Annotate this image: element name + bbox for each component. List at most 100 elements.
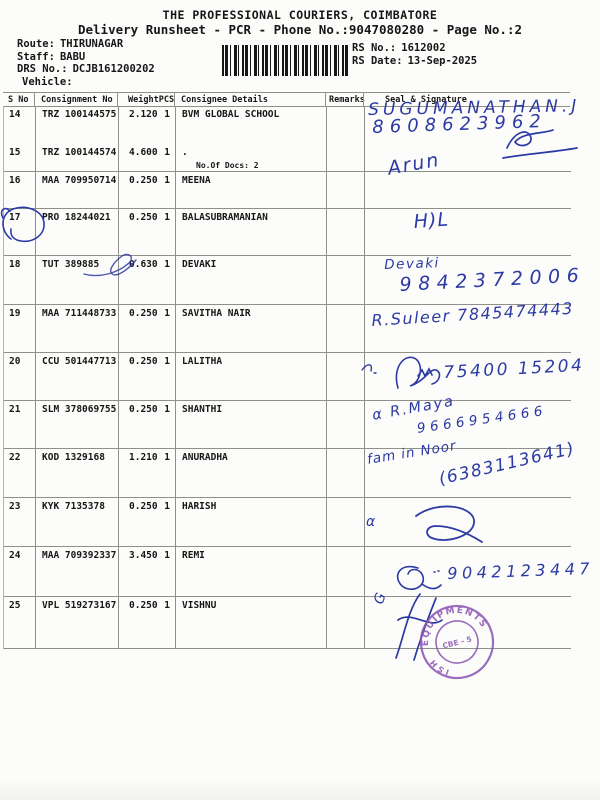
shipment-info-block: Route: THIRUNAGAR Staff: BABU DRS No.: DCJB… — [17, 38, 155, 88]
page-title: THE PROFESSIONAL COURIERS, COIMBATORE — [162, 8, 438, 22]
consignment-cell: KOD 1329168 — [35, 449, 118, 497]
consignment-cell: MAA 709950714 — [35, 172, 118, 208]
consignee-cell: BALASUBRAMANIAN — [175, 209, 326, 255]
remarks-cell — [326, 401, 364, 448]
sno-cell: 14 — [9, 109, 21, 120]
consignee-name: ANURADHA — [182, 452, 228, 463]
remarks-cell — [326, 209, 364, 255]
staff-line: Staff: BABU — [17, 51, 155, 64]
pcs-value: 1 — [164, 259, 170, 270]
header-seal-signature: Seal & Signature — [363, 93, 570, 106]
remarks-cell — [326, 353, 364, 400]
rs-date-value: 13-Sep-2025 — [407, 55, 478, 67]
weight-value: 0.250 — [129, 308, 158, 319]
consignee-cell: MEENA — [175, 172, 326, 208]
pcs-value: 1 — [164, 308, 170, 319]
signature-cell — [364, 401, 571, 448]
weight-value: 2.120 — [129, 109, 158, 120]
weight-value: 0.250 — [129, 501, 158, 512]
consignment-cell: SLM 378069755 — [35, 401, 118, 448]
consignee-cell: SHANTHI — [175, 401, 326, 448]
weight-pcs-cell: 4.600 1 — [118, 144, 175, 171]
sno-cell: 16 — [9, 175, 21, 186]
weight-pcs-cell: 3.450 1 — [118, 547, 175, 596]
pcs-value: 1 — [164, 501, 170, 512]
consignee-cell: DEVAKI — [175, 256, 326, 304]
pcs-value: 1 — [164, 452, 170, 463]
vehicle-label: Vehicle: — [22, 75, 73, 88]
header-pcs: PCS — [158, 95, 175, 105]
header-remarks: Remarks — [325, 93, 365, 106]
pcs-value: 1 — [164, 212, 170, 223]
page-bottom-shadow — [0, 778, 600, 800]
signature-cell — [364, 172, 571, 208]
table-row: 23 KYK 7135378 0.250 1 HARISH — [4, 498, 571, 547]
remarks-cell — [326, 256, 364, 304]
signature-cell — [364, 209, 571, 255]
rs-no-value: 1612002 — [401, 42, 446, 54]
weight-value: 0.250 — [129, 175, 158, 186]
remarks-cell — [326, 498, 364, 546]
consignment-cell: MAA 711448733 — [35, 305, 118, 352]
pcs-value: 1 — [164, 550, 170, 561]
consignee-name: BVM GLOBAL SCHOOL — [182, 109, 280, 120]
weight-pcs-cell: 0.250 1 — [118, 305, 175, 352]
consignment-cell: TRZ 100144575 — [35, 106, 118, 144]
drs-label: DRS No.: — [17, 63, 68, 75]
consignee-cell: LALITHA — [175, 353, 326, 400]
sno-cell: 15 — [9, 147, 21, 158]
remarks-cell — [326, 597, 364, 648]
table-header-row: S No Consignment No Weight PCS Consignee… — [3, 92, 570, 107]
consignee-name: HARISH — [182, 501, 217, 512]
weight-pcs-cell: 0.630 1 — [118, 256, 175, 304]
signature-cell — [364, 498, 571, 546]
sno-cell: 21 — [9, 404, 21, 415]
weight-value: 0.250 — [129, 600, 158, 611]
weight-value: 0.250 — [129, 356, 158, 367]
consignee-cell: SAVITHA NAIR — [175, 305, 326, 352]
signature-cell — [364, 547, 571, 596]
consignee-cell: . No.Of Docs: 2 — [175, 144, 326, 171]
consignment-cell: KYK 7135378 — [35, 498, 118, 546]
staff-value: BABU — [59, 50, 86, 63]
docs-note: No.Of Docs: 2 — [196, 161, 259, 170]
weight-pcs-cell: 0.250 1 — [118, 209, 175, 255]
route-line: Route: THIRUNAGAR — [17, 38, 155, 51]
header-weight-pcs: Weight PCS — [117, 93, 174, 106]
sno-cell: 23 — [9, 501, 21, 512]
remarks-cell — [326, 449, 364, 497]
drs-value: DCJB161200202 — [72, 63, 155, 75]
sno-cell: 19 — [9, 308, 21, 319]
header-consignee: Consignee Details — [174, 93, 325, 106]
signature-cell — [364, 597, 571, 648]
rs-no-label: RS No.: — [352, 42, 397, 54]
consignment-cell: MAA 709392337 — [35, 547, 118, 596]
consignment-cell: CCU 501447713 — [35, 353, 118, 400]
weight-pcs-cell: 0.250 1 — [118, 172, 175, 208]
staff-label: Staff: — [17, 50, 55, 63]
page-subtitle: Delivery Runsheet - PCR - Phone No.:9047… — [77, 22, 522, 37]
header-weight: Weight — [128, 95, 159, 105]
signature-cell — [364, 353, 571, 400]
remarks-cell — [326, 305, 364, 352]
weight-pcs-cell: 0.250 1 — [118, 498, 175, 546]
table-row: 18 TUT 389885 0.630 1 DEVAKI — [4, 256, 571, 305]
weight-value: 3.450 — [129, 550, 158, 561]
consignment-cell: PRO 18244021 — [35, 209, 118, 255]
table-row: 17 PRO 18244021 0.250 1 BALASUBRAMANIAN — [4, 209, 571, 256]
sno-cell: 24 — [9, 550, 21, 561]
signature-cell — [364, 106, 571, 144]
consignee-name: BALASUBRAMANIAN — [182, 212, 268, 223]
consignee-name: DEVAKI — [182, 259, 217, 270]
consignee-name: SHANTHI — [182, 404, 223, 415]
consignee-cell: REMI — [175, 547, 326, 596]
rs-no-line: RS No.: 1612002 — [352, 42, 477, 55]
table-row: 19 MAA 711448733 0.250 1 SAVITHA NAIR — [4, 305, 571, 353]
consignee-name: . — [182, 147, 188, 158]
consignee-name: SAVITHA NAIR — [182, 308, 251, 319]
rs-date-label: RS Date: — [352, 55, 403, 67]
consignee-name: VISHNU — [182, 600, 217, 611]
vehicle-line: Vehicle: — [17, 76, 155, 89]
remarks-cell — [326, 172, 364, 208]
